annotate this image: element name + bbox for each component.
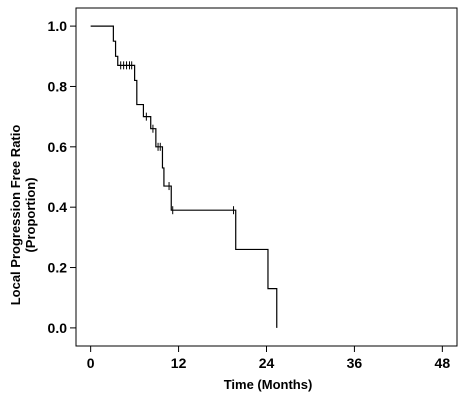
x-tick-label: 36 [347, 355, 363, 371]
y-tick-label: 0.0 [48, 320, 68, 336]
y-axis-title-line-2: (Proportion) [23, 177, 38, 252]
y-tick-label: 1.0 [48, 18, 68, 34]
x-tick-label: 12 [171, 355, 187, 371]
x-tick-label: 0 [87, 355, 95, 371]
y-axis-title-line-1: Local Progression Free Ratio [8, 125, 23, 306]
x-tick-label: 24 [259, 355, 275, 371]
y-tick-label: 0.8 [48, 78, 68, 94]
y-axis-title: Local Progression Free Ratio (Proportion… [8, 125, 38, 306]
survival-curve [90, 25, 278, 328]
x-axis-title: Time (Months) [224, 377, 313, 392]
y-tick-label: 0.4 [48, 199, 68, 215]
x-tick-label: 48 [435, 355, 451, 371]
plot-frame [75, 7, 458, 347]
y-tick-label: 0.6 [48, 139, 68, 155]
y-tick-label: 0.2 [48, 260, 68, 276]
